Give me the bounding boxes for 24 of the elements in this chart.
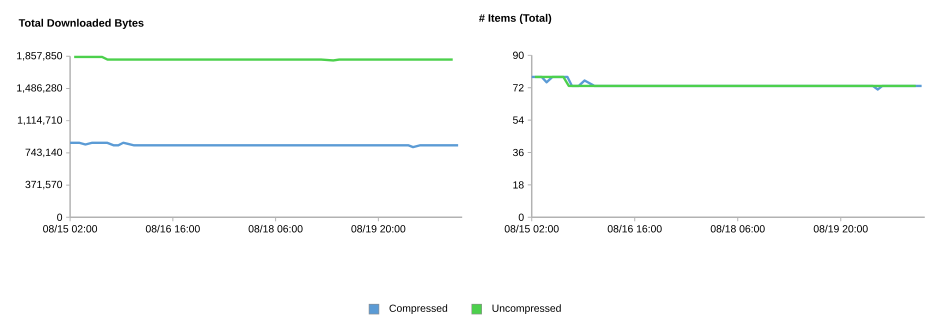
y-tick-label: 0 (518, 214, 524, 222)
x-tick-label: 08/15 02:00 (43, 224, 98, 233)
chart-title: # Items (Total) (479, 14, 552, 24)
y-tick-label: 0 (57, 214, 62, 222)
legend-label: Uncompressed (492, 304, 561, 314)
chart-title: Total Downloaded Bytes (18, 18, 144, 29)
y-tick-label: 72 (513, 84, 524, 92)
x-tick-label: 08/18 06:00 (248, 224, 303, 233)
x-tick-label: 08/19 20:00 (814, 224, 868, 233)
y-tick-label: 90 (513, 52, 524, 60)
x-tick-label: 08/19 20:00 (351, 224, 406, 233)
y-tick-label: 1,114,710 (18, 116, 62, 126)
legend-label: Compressed (390, 304, 448, 314)
x-tick-label: 08/15 02:00 (504, 224, 559, 233)
y-tick-label: 1,857,850 (17, 52, 62, 61)
y-tick-label: 54 (512, 116, 524, 124)
x-tick-label: 08/16 16:00 (146, 224, 200, 233)
y-tick-label: 1,486,280 (17, 84, 62, 93)
y-tick-label: 371,570 (25, 180, 62, 190)
x-tick-label: 08/18 06:00 (710, 224, 765, 233)
x-tick-label: 08/16 16:00 (608, 224, 662, 233)
y-tick-label: 743,140 (26, 148, 62, 158)
y-tick-label: 18 (513, 181, 524, 189)
y-tick-label: 36 (512, 148, 524, 156)
